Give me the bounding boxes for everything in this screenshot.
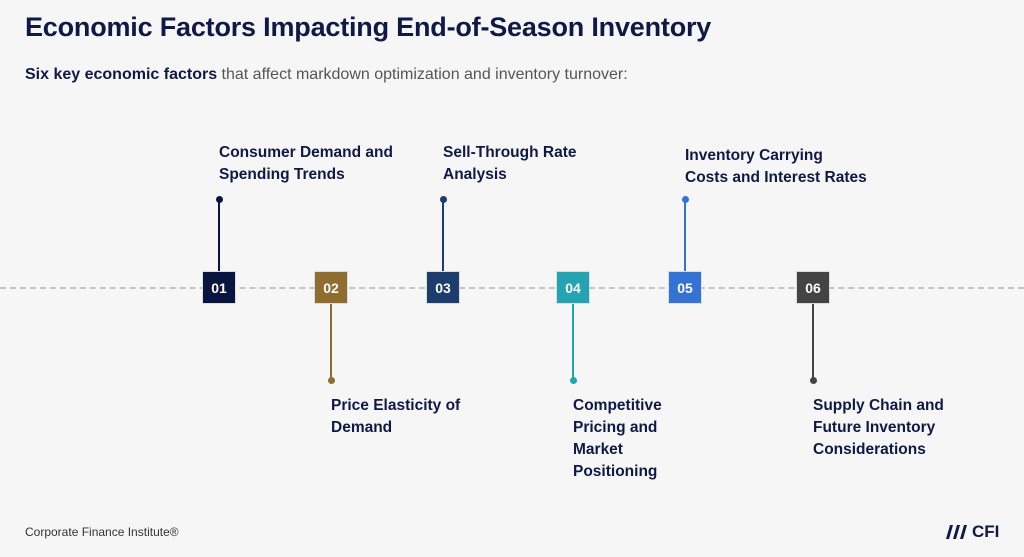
factor-label: Supply Chain and Future Inventory Consid…: [813, 397, 944, 458]
connector-dot: [215, 196, 223, 203]
connector-dot: [327, 377, 335, 384]
factor-label: Competitive Pricing and Market Positioni…: [573, 397, 662, 480]
connector-line: [572, 304, 574, 380]
cfi-logo-icon: [946, 525, 967, 539]
footer-text: Corporate Finance Institute®: [25, 525, 179, 539]
connector-line: [330, 304, 332, 380]
connector-dot: [439, 196, 447, 203]
logo-text: CFI: [972, 522, 1000, 541]
factor-number-box: 02: [314, 271, 348, 304]
subtitle: Six key economic factors that affect mar…: [25, 66, 628, 84]
factor-number-box: 05: [668, 271, 702, 304]
connector-dot: [809, 377, 817, 384]
page-title: Economic Factors Impacting End-of-Season…: [25, 12, 712, 42]
timeline-axis: [0, 287, 1024, 289]
factor-label: Consumer Demand and Spending Trends: [219, 144, 393, 183]
connector-line: [812, 304, 814, 380]
factor-number-box: 06: [796, 271, 830, 304]
connector-line: [684, 200, 686, 271]
connector-line: [442, 200, 444, 271]
connector-dot: [681, 196, 689, 203]
factor-number-box: 01: [202, 271, 236, 304]
factor-number-box: 03: [426, 271, 460, 304]
factor-label: Sell-Through Rate Analysis: [443, 144, 577, 183]
factor-label: Price Elasticity of Demand: [331, 397, 461, 436]
connector-line: [218, 200, 220, 271]
subtitle-rest: that affect markdown optimization and in…: [217, 66, 628, 83]
connector-dot: [569, 377, 577, 384]
factor-number-box: 04: [556, 271, 590, 304]
factor-label: Inventory Carrying Costs and Interest Ra…: [685, 147, 867, 186]
cfi-logo: CFI: [945, 522, 999, 542]
subtitle-bold: Six key economic factors: [25, 66, 218, 83]
